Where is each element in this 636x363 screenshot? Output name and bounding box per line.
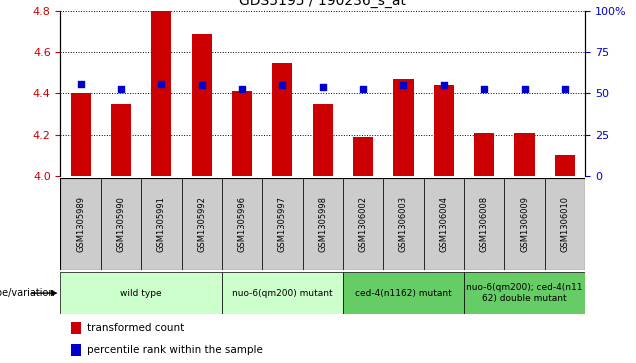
Text: GSM1306008: GSM1306008 bbox=[480, 196, 488, 252]
Bar bbox=[111, 104, 131, 176]
Point bbox=[318, 84, 328, 90]
Bar bbox=[262, 178, 303, 270]
Text: GSM1305997: GSM1305997 bbox=[278, 196, 287, 252]
Bar bbox=[272, 62, 293, 176]
Bar bbox=[353, 137, 373, 176]
Text: GSM1305990: GSM1305990 bbox=[116, 196, 125, 252]
Text: nuo-6(qm200); ced-4(n11
62) double mutant: nuo-6(qm200); ced-4(n11 62) double mutan… bbox=[466, 284, 583, 303]
Bar bbox=[504, 178, 545, 270]
Text: GSM1305992: GSM1305992 bbox=[197, 196, 206, 252]
Bar bbox=[151, 11, 172, 176]
Text: GSM1306009: GSM1306009 bbox=[520, 196, 529, 252]
Bar bbox=[545, 178, 585, 270]
Text: GSM1305991: GSM1305991 bbox=[157, 196, 166, 252]
Point bbox=[116, 86, 126, 91]
Bar bbox=[71, 322, 81, 334]
Point bbox=[439, 82, 449, 88]
Text: GSM1306003: GSM1306003 bbox=[399, 196, 408, 252]
Bar bbox=[303, 178, 343, 270]
Text: transformed count: transformed count bbox=[86, 323, 184, 333]
Point bbox=[358, 86, 368, 91]
Bar bbox=[555, 155, 575, 176]
Bar bbox=[343, 272, 464, 314]
Bar bbox=[222, 178, 262, 270]
Bar bbox=[232, 91, 252, 176]
Bar bbox=[181, 178, 222, 270]
Text: ced-4(n1162) mutant: ced-4(n1162) mutant bbox=[355, 289, 452, 298]
Point bbox=[277, 82, 287, 88]
Text: GSM1305989: GSM1305989 bbox=[76, 196, 85, 252]
Point bbox=[520, 86, 530, 91]
Bar bbox=[434, 85, 454, 176]
Point bbox=[197, 82, 207, 88]
Bar bbox=[474, 133, 494, 176]
Title: GDS5195 / 190236_s_at: GDS5195 / 190236_s_at bbox=[239, 0, 406, 8]
Bar bbox=[191, 34, 212, 176]
Text: percentile rank within the sample: percentile rank within the sample bbox=[86, 345, 263, 355]
Bar bbox=[141, 178, 181, 270]
Text: GSM1306004: GSM1306004 bbox=[439, 196, 448, 252]
Text: genotype/variation: genotype/variation bbox=[0, 288, 55, 298]
Text: GSM1305996: GSM1305996 bbox=[238, 196, 247, 252]
Text: GSM1306002: GSM1306002 bbox=[359, 196, 368, 252]
Bar bbox=[464, 178, 504, 270]
Point bbox=[156, 81, 167, 86]
Bar bbox=[100, 178, 141, 270]
Text: wild type: wild type bbox=[120, 289, 162, 298]
Point bbox=[479, 86, 489, 91]
Point bbox=[237, 86, 247, 91]
Text: GSM1306010: GSM1306010 bbox=[560, 196, 569, 252]
Bar bbox=[60, 272, 222, 314]
Bar bbox=[71, 93, 91, 176]
Point bbox=[398, 82, 408, 88]
Text: nuo-6(qm200) mutant: nuo-6(qm200) mutant bbox=[232, 289, 333, 298]
Bar bbox=[394, 79, 413, 176]
Bar bbox=[384, 178, 424, 270]
Bar bbox=[71, 344, 81, 356]
Bar bbox=[424, 178, 464, 270]
Bar bbox=[343, 178, 384, 270]
Bar bbox=[515, 133, 535, 176]
Point bbox=[560, 86, 570, 91]
Point bbox=[76, 81, 86, 86]
Bar bbox=[313, 104, 333, 176]
Text: GSM1305998: GSM1305998 bbox=[318, 196, 328, 252]
Bar bbox=[464, 272, 585, 314]
Bar bbox=[60, 178, 100, 270]
Bar bbox=[222, 272, 343, 314]
